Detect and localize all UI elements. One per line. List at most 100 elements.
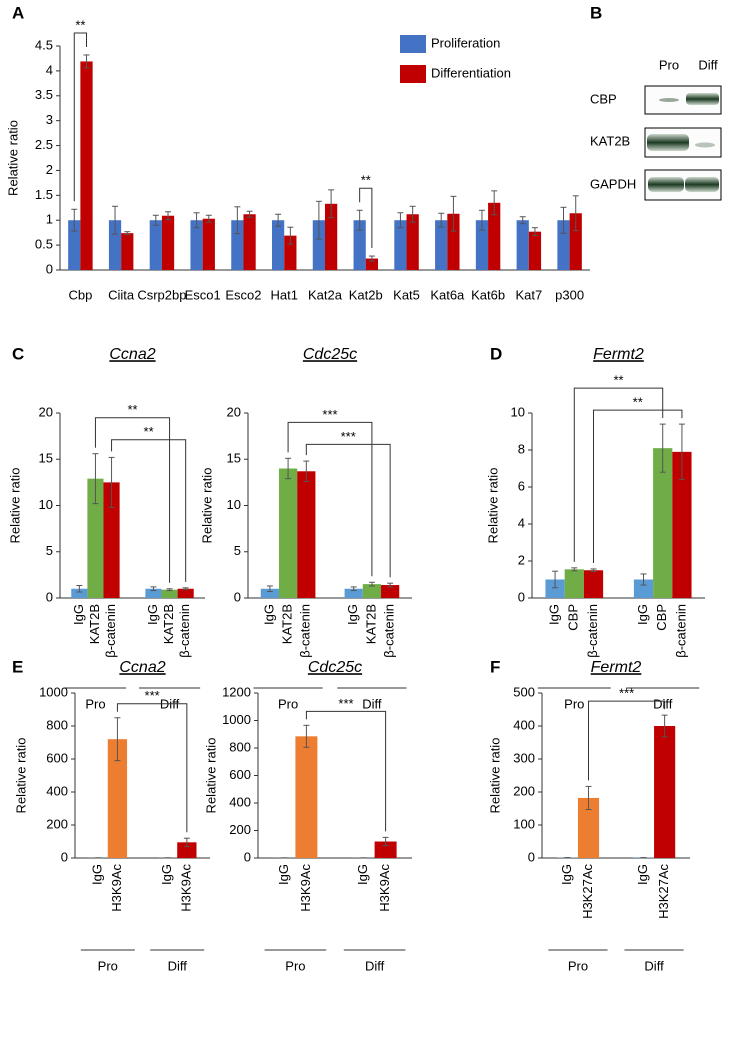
x-tick-label: Kat2a (308, 287, 343, 302)
x-tick-label: β-catenin (177, 604, 192, 658)
bar (295, 736, 317, 858)
panel-letter: F (490, 657, 500, 676)
significance-label: ** (144, 424, 154, 439)
bar (529, 232, 541, 270)
y-axis-label: Relative ratio (5, 120, 20, 196)
x-tick-label: IgG (276, 864, 291, 885)
y-tick-label: 5 (234, 543, 241, 558)
group-label: Pro (564, 696, 584, 711)
y-tick-label: 15 (227, 451, 241, 466)
blot-panel: B Pro Diff CBP KAT2B GAPDH (590, 3, 721, 200)
y-tick-label: 200 (513, 783, 535, 798)
blot-band (695, 143, 715, 148)
panel-letter: D (490, 344, 502, 363)
x-tick-label: H3K27Ac (656, 864, 671, 919)
y-tick-label: 0 (234, 589, 241, 604)
y-tick-label: 8 (518, 441, 525, 456)
y-axis-label: Relative ratio (13, 738, 28, 814)
blot-band (647, 134, 689, 151)
x-tick-label: KAT2B (363, 604, 378, 644)
y-tick-label: 10 (227, 497, 241, 512)
panel-letter: C (12, 344, 24, 363)
significance-label: *** (322, 407, 337, 422)
bar (565, 569, 584, 598)
group-label: Diff (365, 958, 385, 973)
blot-band (648, 177, 684, 192)
x-tick-label: IgG (635, 604, 650, 625)
chart-title: Ccna2 (109, 346, 155, 363)
y-tick-label: 800 (229, 739, 251, 754)
y-tick-label: 0 (518, 589, 525, 604)
group-label: Pro (285, 958, 305, 973)
lane-label: Pro (659, 57, 679, 72)
x-tick-label: β-catenin (298, 604, 313, 658)
x-tick-label: H3K27Ac (580, 864, 595, 919)
legend-label: Differentiation (431, 65, 511, 80)
row-label: CBP (590, 91, 617, 106)
bar (203, 219, 215, 270)
group-label: Diff (362, 696, 382, 711)
chart-title: Cdc25c (308, 659, 362, 676)
y-tick-label: 10 (511, 404, 525, 419)
y-tick-label: 200 (229, 822, 251, 837)
x-tick-label: IgG (345, 604, 360, 625)
x-tick-label: IgG (159, 864, 174, 885)
bar (297, 471, 315, 598)
x-tick-label: Kat6b (471, 287, 505, 302)
x-tick-label: Esco2 (225, 287, 261, 302)
group-label: Diff (653, 696, 673, 711)
y-axis-label: Relative ratio (485, 468, 500, 544)
x-tick-label: CBP (654, 604, 669, 631)
y-axis-label: Relative ratio (7, 468, 22, 544)
y-tick-label: 600 (46, 750, 68, 765)
y-tick-label: 800 (46, 717, 68, 732)
x-tick-label: Cbp (68, 287, 92, 302)
chart-title: Cdc25c (303, 346, 357, 363)
x-tick-label: β-catenin (103, 604, 118, 658)
y-tick-label: 2 (46, 162, 53, 177)
y-tick-label: 1200 (222, 684, 251, 699)
y-tick-label: 0 (528, 849, 535, 864)
bar (279, 469, 297, 599)
bar (272, 220, 284, 270)
bar (243, 214, 255, 270)
x-tick-label: CBP (566, 604, 581, 631)
x-tick-label: Esco1 (185, 287, 221, 302)
bar (584, 570, 603, 598)
significance-label: ** (613, 373, 623, 388)
y-tick-label: 400 (229, 794, 251, 809)
significance-bracket (589, 701, 665, 780)
y-tick-label: 4 (46, 62, 53, 77)
significance-bracket (112, 440, 186, 582)
y-tick-label: 400 (513, 717, 535, 732)
y-tick-label: 2.5 (35, 137, 53, 152)
y-tick-label: 400 (46, 783, 68, 798)
group-label: Diff (168, 958, 188, 973)
significance-label: *** (619, 686, 634, 701)
y-tick-label: 5 (46, 543, 53, 558)
x-tick-label: H3K9Ac (377, 864, 392, 912)
x-tick-label: p300 (555, 287, 584, 302)
significance-bracket (306, 444, 390, 577)
x-tick-label: β-catenin (585, 604, 600, 658)
chart-title: Fermt2 (591, 659, 642, 676)
x-tick-label: Hat1 (270, 287, 297, 302)
y-tick-label: 500 (513, 684, 535, 699)
significance-bracket (117, 704, 186, 832)
x-tick-label: H3K9Ac (178, 864, 193, 912)
y-tick-label: 100 (513, 816, 535, 831)
lane-label: Diff (698, 57, 718, 72)
panel-letter: B (590, 3, 602, 22)
blot-band (685, 177, 719, 192)
y-axis-label: Relative ratio (487, 738, 502, 814)
row-label: GAPDH (590, 176, 636, 191)
y-tick-label: 200 (46, 816, 68, 831)
y-tick-label: 20 (227, 404, 241, 419)
blot-band (659, 98, 679, 102)
group-label: Pro (98, 958, 118, 973)
bar (517, 220, 529, 270)
y-tick-label: 1000 (222, 712, 251, 727)
y-axis-label: Relative ratio (199, 468, 214, 544)
y-tick-label: 20 (39, 404, 53, 419)
x-tick-label: β-catenin (673, 604, 688, 658)
